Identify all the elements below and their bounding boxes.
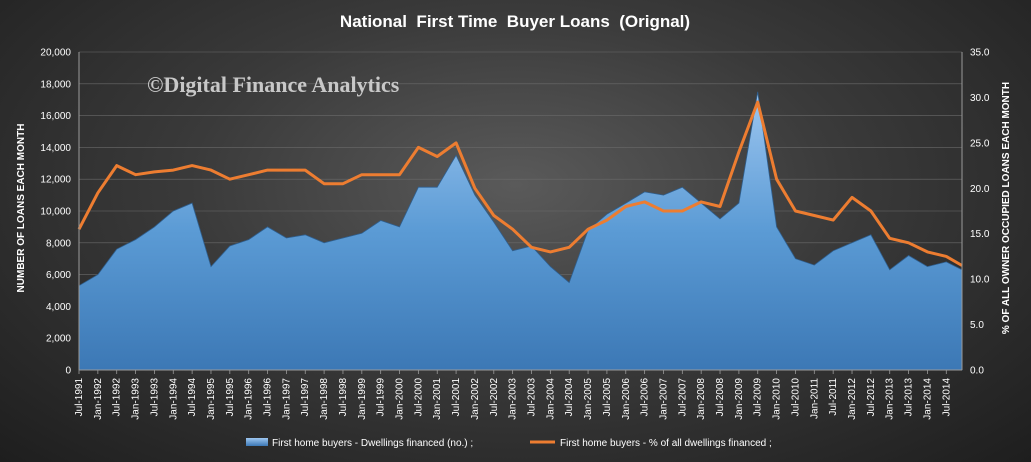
x-tick-label: Jan-1992 [93, 378, 104, 420]
x-tick-label: Jan-2001 [432, 378, 443, 420]
x-tick-label: Jan-2010 [772, 378, 783, 420]
x-tick-label: Jan-2004 [545, 378, 556, 420]
y2-tick-label: 15.0 [970, 229, 990, 240]
x-tick-label: Jul-1992 [112, 378, 123, 417]
x-tick-label: Jan-2011 [809, 378, 820, 419]
x-tick-label: Jan-2007 [658, 378, 669, 420]
x-tick-label: Jul-1995 [225, 378, 236, 417]
x-tick-label: Jul-2000 [413, 378, 424, 417]
y-tick-label: 20,000 [40, 48, 71, 59]
y-tick-label: 18,000 [40, 79, 71, 90]
x-tick-label: Jul-2004 [564, 378, 575, 417]
x-tick-label: Jan-2013 [885, 378, 896, 420]
x-tick-label: Jan-1999 [357, 378, 368, 420]
y-tick-label: 0 [65, 366, 71, 377]
y2-tick-label: 20.0 [970, 184, 990, 195]
x-tick-label: Jul-1994 [187, 378, 198, 417]
x-tick-label: Jul-2010 [790, 378, 801, 417]
x-tick-label: Jan-2006 [621, 378, 632, 420]
x-tick-label: Jul-1991 [74, 378, 85, 417]
x-tick-label: Jul-2008 [715, 378, 726, 417]
x-tick-label: Jul-2006 [640, 378, 651, 417]
x-tick-label: Jul-2005 [602, 378, 613, 417]
x-tick-label: Jan-2002 [470, 378, 481, 420]
y2-axis-ticks: 0.0 5.0 10.0 15.0 20.0 25.0 30.0 35.0 [970, 48, 990, 377]
legend: First home buyers - Dwellings financed (… [246, 438, 772, 449]
y-tick-label: 10,000 [40, 207, 71, 218]
x-tick-label: Jul-2014 [941, 378, 952, 417]
x-tick-label: Jan-2008 [696, 378, 707, 420]
x-tick-label: Jan-1996 [244, 378, 255, 420]
y2-tick-label: 10.0 [970, 275, 990, 286]
x-tick-label: Jul-2012 [866, 378, 877, 417]
y-tick-label: 12,000 [40, 175, 71, 186]
x-tick-label: Jul-2001 [451, 378, 462, 417]
y-tick-label: 16,000 [40, 111, 71, 122]
y2-tick-label: 5.0 [970, 320, 984, 331]
y2-axis-label: % OF ALL OWNER OCCUPIED LOANS EACH MONTH [1001, 82, 1012, 334]
x-tick-label: Jan-2012 [847, 378, 858, 420]
x-tick-label: Jul-1999 [376, 378, 387, 417]
x-tick-label: Jan-2003 [508, 378, 519, 420]
x-tick-label: Jul-2002 [489, 378, 500, 417]
x-tick-label: Jul-2007 [677, 378, 688, 417]
x-tick-label: Jan-1998 [319, 378, 330, 420]
x-tick-label: Jan-2005 [583, 378, 594, 420]
x-tick-label: Jul-1997 [300, 378, 311, 417]
x-tick-label: Jul-1993 [149, 378, 160, 417]
axes [78, 52, 963, 371]
area-series-first-home-buyers-dwellings [78, 91, 963, 371]
x-tick-label: Jan-1994 [168, 378, 179, 420]
x-tick-label: Jul-2013 [904, 378, 915, 417]
legend-label-line: First home buyers - % of all dwellings f… [560, 438, 772, 449]
x-tick-label: Jan-2014 [922, 378, 933, 420]
x-axis-ticks: Jul-1991 Jan-1992 Jul-1992 Jan-1993 Jul-1993… [74, 370, 952, 420]
y-axis-ticks: 0 2,000 4,000 6,000 8,000 10,000 12,000 14,000 1… [40, 48, 71, 377]
y-axis-label: NUMBER OF LOANS EACH MONTH [16, 124, 27, 293]
x-tick-label: Jul-1996 [263, 378, 274, 417]
y2-tick-label: 25.0 [970, 138, 990, 149]
x-tick-label: Jul-1998 [338, 378, 349, 417]
x-tick-label: Jan-1993 [131, 378, 142, 420]
y-tick-label: 6,000 [46, 270, 71, 281]
x-tick-label: Jan-1997 [281, 378, 292, 420]
x-tick-label: Jan-2009 [734, 378, 745, 420]
x-tick-label: Jul-2003 [526, 378, 537, 417]
y-tick-label: 8,000 [46, 238, 71, 249]
y-tick-label: 14,000 [40, 143, 71, 154]
y2-tick-label: 35.0 [970, 48, 990, 59]
y2-tick-label: 30.0 [970, 93, 990, 104]
watermark: ©Digital Finance Analytics [147, 72, 400, 97]
line-series-layer [77, 100, 963, 267]
x-tick-label: Jul-2011 [828, 378, 839, 416]
x-tick-label: Jan-2000 [395, 378, 406, 420]
x-tick-label: Jul-2009 [753, 378, 764, 417]
chart-title: National First Time Buyer Loans (Orignal… [340, 12, 690, 31]
y2-tick-label: 0.0 [970, 366, 984, 377]
area-series-layer [78, 91, 963, 371]
legend-label-area: First home buyers - Dwellings financed (… [272, 438, 473, 449]
y-tick-label: 2,000 [46, 334, 71, 345]
line-series-first-home-buyers-pct [77, 100, 963, 267]
y-tick-label: 4,000 [46, 302, 71, 313]
legend-swatch-area [246, 438, 268, 446]
x-tick-label: Jan-1995 [206, 378, 217, 420]
